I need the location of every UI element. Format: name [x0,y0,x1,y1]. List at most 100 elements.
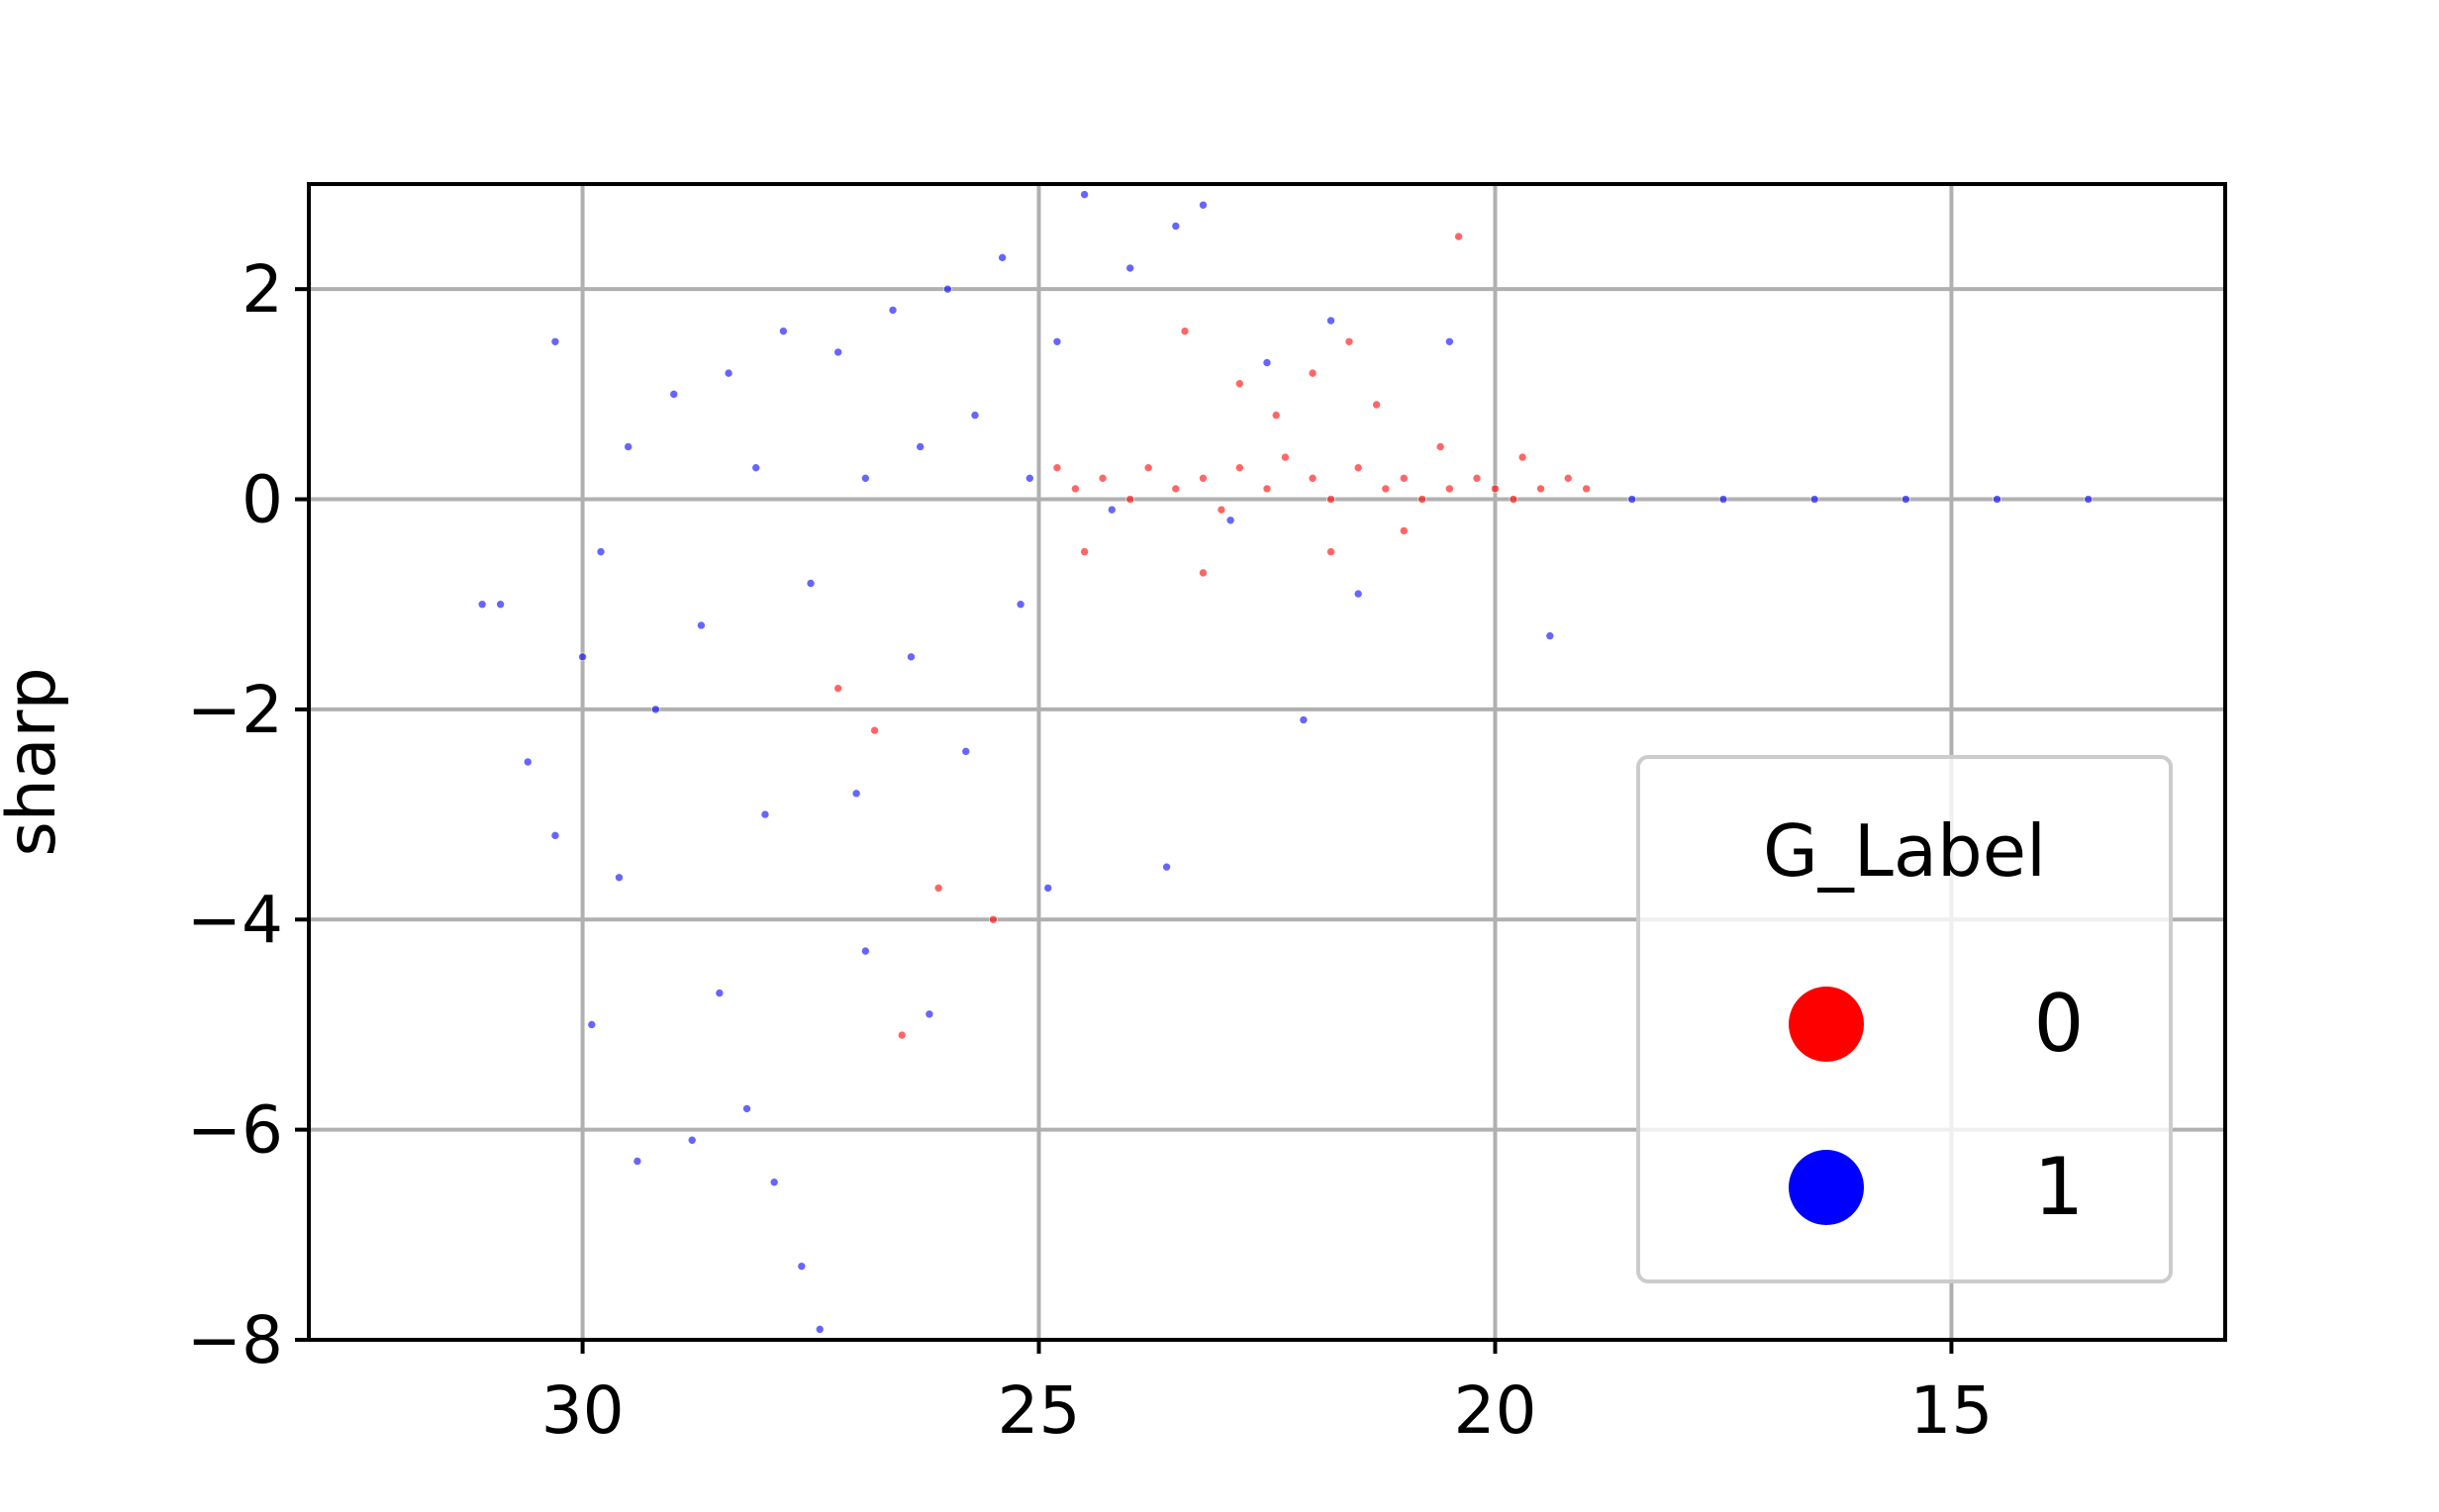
scatter-point-0 [1517,452,1527,462]
scatter-point-1 [970,411,980,420]
scatter-point-0 [1472,474,1482,483]
scatter-point-1 [1052,336,1062,346]
scatter-point-1 [943,284,952,294]
scatter-points [477,190,2094,1334]
scatter-point-0 [1308,368,1317,378]
legend-label-1: 1 [2034,1141,2085,1233]
scatter-point-0 [933,884,943,893]
scatter-point-0 [833,684,843,693]
scatter-point-1 [1627,495,1637,504]
scatter-point-0 [1353,463,1363,472]
scatter-point-1 [1171,222,1181,231]
scatter-point-0 [989,914,998,924]
scatter-point-0 [1372,400,1381,410]
scatter-point-0 [1098,474,1108,483]
scatter-point-1 [1080,190,1089,199]
scatter-point-0 [1399,474,1409,483]
scatter-point-1 [596,547,606,556]
scatter-point-1 [1262,358,1272,367]
scatter-point-1 [1326,316,1335,326]
scatter-point-1 [1445,336,1454,346]
scatter-point-1 [697,620,706,630]
scatter-point-0 [1509,495,1518,504]
scatter-point-0 [1271,411,1281,420]
scatter-point-1 [961,747,971,756]
scatter-point-1 [1718,495,1728,504]
scatter-point-0 [1344,336,1354,346]
scatter-point-0 [1052,463,1062,472]
scatter-point-0 [870,725,879,735]
scatter-point-1 [477,600,487,610]
scatter-point-0 [1171,484,1181,494]
scatter-point-1 [550,336,560,346]
scatter-point-0 [1071,484,1080,494]
y-tick-label: −6 [187,1092,283,1169]
scatter-point-1 [1043,884,1053,893]
scatter-point-1 [624,442,633,451]
scatter-point-1 [742,1104,751,1113]
scatter-point-1 [1299,715,1309,724]
x-tick-label: 15 [1909,1372,1993,1449]
scatter-point-0 [1080,547,1089,556]
x-tick-label: 20 [1453,1372,1536,1449]
y-tick-label: −8 [187,1302,283,1378]
scatter-point-0 [1143,463,1153,472]
scatter-point-0 [1399,526,1409,535]
scatter-point-1 [615,873,624,883]
scatter-point-1 [806,579,816,588]
scatter-point-0 [1536,484,1545,494]
scatter-point-0 [1563,474,1573,483]
scatter-point-0 [1491,484,1500,494]
scatter-point-0 [1217,505,1226,515]
scatter-point-1 [633,1157,642,1166]
y-tick-label: −4 [187,882,283,958]
scatter-point-0 [1308,474,1317,483]
scatter-point-1 [1025,474,1034,483]
scatter-point-0 [897,1030,907,1040]
scatter-point-1 [715,989,725,997]
scatter-point-1 [550,831,560,840]
plot-frame [307,182,2227,1342]
scatter-point-1 [669,390,679,399]
scatter-point-1 [1545,631,1555,640]
y-axis-label: sharp [0,667,71,856]
scatter-point-0 [1262,484,1272,494]
scatter-point-1 [1162,862,1171,872]
scatter-point-1 [888,306,898,315]
y-axis-ticks: 2 0 −2 −4 −6 −8 [187,251,309,1378]
scatter-point-1 [1902,495,1910,504]
x-tick-label: 25 [998,1372,1081,1449]
scatter-point-0 [1582,484,1591,494]
scatter-point-1 [861,946,870,956]
scatter-point-0 [1235,379,1244,389]
scatter-point-1 [578,652,587,662]
x-tick-label: 30 [541,1372,625,1449]
scatter-point-1 [769,1178,779,1187]
y-tick-label: 0 [242,462,283,538]
scatter-point-0 [1381,484,1391,494]
scatter-point-1 [833,347,843,357]
scatter-point-0 [1435,442,1445,451]
legend-marker-1 [1789,1150,1864,1225]
scatter-point-1 [751,463,761,472]
legend-box [1636,755,2173,1283]
scatter-point-1 [925,1009,934,1019]
scatter-point-0 [1199,568,1208,578]
scatter-point-0 [1417,495,1427,504]
scatter-point-1 [1353,589,1363,599]
scatter-point-1 [760,809,770,819]
scatter-point-1 [779,327,788,335]
scatter-point-1 [587,1020,597,1029]
legend-title: G_Label [1763,809,2046,893]
scatter-point-1 [1199,200,1208,210]
scatter-point-0 [1199,474,1208,483]
scatter-point-1 [2084,495,2094,504]
scatter-point-0 [1125,495,1135,504]
scatter-point-0 [1235,463,1244,472]
scatter-point-0 [1454,232,1463,241]
scatter-point-1 [815,1325,825,1334]
scatter-point-1 [1993,495,2001,504]
scatter-point-1 [851,789,861,799]
